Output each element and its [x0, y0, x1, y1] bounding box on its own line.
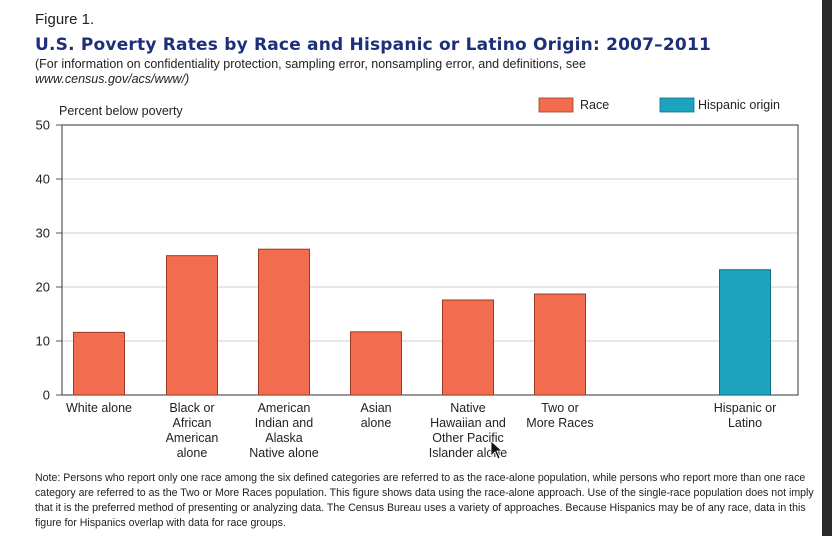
- subtitle-text: (For information on confidentiality prot…: [35, 57, 586, 71]
- window-edge: [822, 0, 832, 536]
- legend-label-race: Race: [580, 98, 609, 112]
- bar-native-hawaiian-and-other-pacific-islander-alone: [442, 299, 494, 396]
- x-tick-label: African: [173, 416, 212, 430]
- bar-white-alone: [73, 331, 125, 396]
- x-tick-label: Native: [450, 401, 485, 415]
- y-tick-label: 30: [36, 226, 50, 241]
- x-tick-label: Hawaiian and: [430, 416, 506, 430]
- bar-asian-alone: [350, 331, 402, 396]
- chart-note: Note: Persons who report only one race a…: [35, 472, 814, 529]
- figure-label: Figure 1.: [35, 11, 95, 28]
- y-tick-label: 20: [36, 280, 50, 295]
- bar-black-or-african-american-alone: [166, 255, 218, 396]
- chart-subtitle: (For information on confidentiality prot…: [35, 57, 735, 87]
- legend-swatch-race: [538, 97, 574, 113]
- x-tick-label: Black or: [169, 401, 214, 415]
- y-tick-label: 0: [43, 388, 50, 403]
- legend-swatch-hispanic: [659, 97, 695, 113]
- x-tick-label: Islander alone: [429, 446, 508, 460]
- x-tick-label: Two or: [541, 401, 579, 415]
- subtitle-url: www.census.gov/acs/www/): [35, 72, 190, 86]
- chart-title: U.S. Poverty Rates by Race and Hispanic …: [35, 35, 712, 55]
- x-tick-label: Asian: [360, 401, 391, 415]
- legend-label-hispanic: Hispanic origin: [698, 98, 780, 112]
- poverty-bar-chart: Percent below poverty 0 10 20 30 40 50 White a…: [36, 97, 799, 460]
- plot-area: [61, 124, 799, 396]
- y-tick-label: 10: [36, 334, 50, 349]
- bar-hispanic-or-latino: [719, 269, 771, 396]
- y-tick-label: 40: [36, 172, 50, 187]
- y-tick-label: 50: [36, 118, 50, 133]
- x-tick-label: American: [166, 431, 219, 445]
- x-tick-label: American: [258, 401, 311, 415]
- x-tick-label: alone: [361, 416, 392, 430]
- x-tick-label: Indian and: [255, 416, 313, 430]
- x-tick-label: alone: [177, 446, 208, 460]
- y-axis-label: Percent below poverty: [59, 104, 183, 118]
- mouse-cursor-icon: [490, 440, 504, 460]
- x-tick-label: More Races: [526, 416, 593, 430]
- bar-two-or-more-races: [534, 293, 586, 396]
- x-tick-label: Alaska: [265, 431, 303, 445]
- bar-american-indian-and-alaska-native-alone: [258, 248, 310, 396]
- x-tick-label: Other Pacific: [432, 431, 504, 445]
- x-tick-label: Latino: [728, 416, 762, 430]
- x-tick-label: Native alone: [249, 446, 319, 460]
- x-tick-label: Hispanic or: [714, 401, 777, 415]
- x-tick-label: White alone: [66, 401, 132, 415]
